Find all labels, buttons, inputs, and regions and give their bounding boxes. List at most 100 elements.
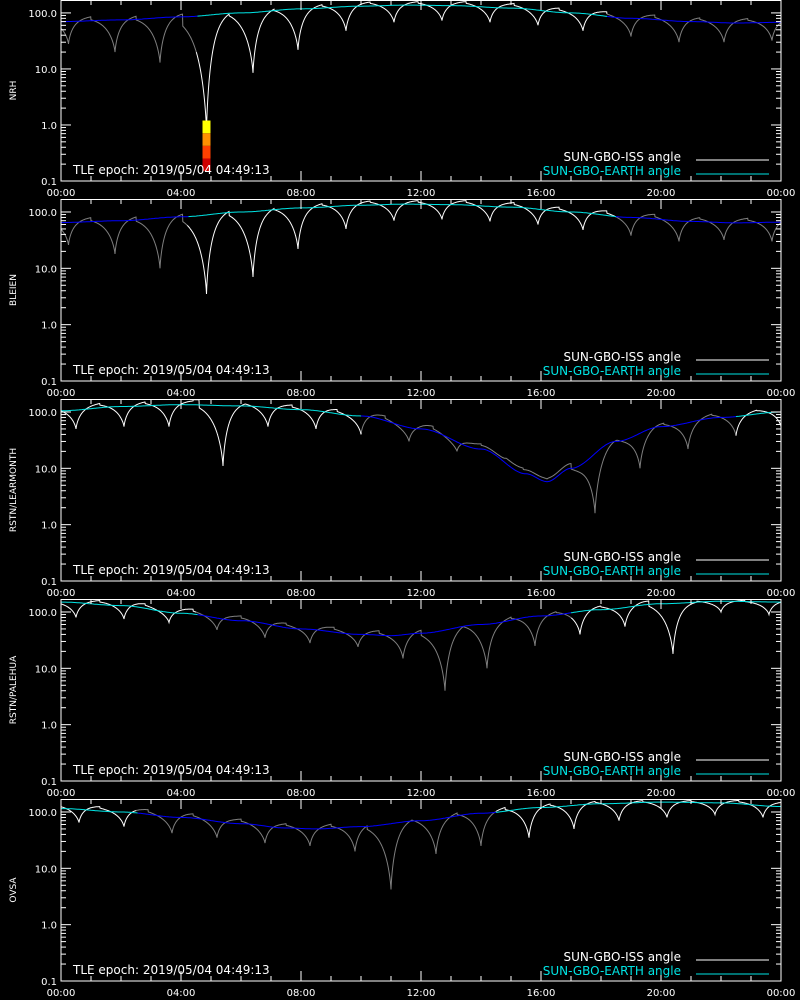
x-tick-label: 04:00 — [167, 788, 196, 799]
tle-epoch-text: TLE epoch: 2019/05/04 04:49:13 — [72, 563, 270, 577]
y-tick-label: 10.0 — [35, 264, 57, 275]
x-tick-label: 16:00 — [527, 388, 556, 399]
y-axis-label: OVSA — [9, 877, 19, 903]
y-tick-label: 0.1 — [41, 777, 57, 788]
iss-angle-series — [61, 799, 781, 890]
legend-iss-label: SUN-GBO-ISS angle — [564, 150, 681, 164]
x-tick-label: 00:00 — [47, 388, 76, 399]
iss-angle-line — [136, 809, 497, 890]
x-tick-label: 00:00 — [767, 388, 796, 399]
x-tick-label: 20:00 — [647, 788, 676, 799]
x-tick-label: 12:00 — [407, 988, 436, 999]
y-tick-label: 100.0 — [28, 408, 57, 419]
legend-earth-label: SUN-GBO-EARTH angle — [543, 564, 681, 578]
panel-rstn-learmonth: 0.1 1.0 10.0 100.0 00:00 04:00 08:00 12:00 16:00… — [9, 399, 795, 599]
earth-angle-line — [606, 15, 781, 24]
iss-angle-line — [735, 409, 781, 436]
earth-angle-line — [197, 612, 572, 637]
earth-angle-series — [61, 600, 781, 637]
iss-angle-line — [606, 13, 781, 43]
legend-earth-label: SUN-GBO-EARTH angle — [543, 764, 681, 778]
x-tick-label: 00:00 — [47, 188, 76, 199]
x-tick-label: 00:00 — [47, 788, 76, 799]
y-tick-label: 0.1 — [41, 977, 57, 988]
iss-angle-line — [496, 799, 781, 838]
earth-angle-series — [61, 4, 781, 24]
y-tick-label: 1.0 — [41, 721, 57, 732]
x-tick-label: 12:00 — [407, 388, 436, 399]
panel-nrh: 0.1 1.0 10.0 100.0 00:00 04:00 08:00 12:00 16:00… — [9, 0, 795, 199]
tle-epoch-text: TLE epoch: 2019/05/04 04:49:13 — [72, 163, 270, 177]
flare-marker-segment — [202, 133, 211, 146]
y-axis-label: NRH — [9, 81, 19, 101]
iss-angle-line — [186, 200, 617, 295]
x-tick-label: 04:00 — [167, 188, 196, 199]
tle-epoch-text: TLE epoch: 2019/05/04 04:49:13 — [72, 963, 270, 977]
iss-angle-line — [61, 806, 137, 827]
earth-angle-line — [495, 801, 781, 813]
x-tick-label: 20:00 — [647, 988, 676, 999]
tle-epoch-text: TLE epoch: 2019/05/04 04:49:13 — [72, 763, 270, 777]
earth-angle-line — [61, 404, 362, 417]
earth-angle-line — [61, 601, 198, 616]
flare-marker-segment — [202, 145, 211, 159]
x-tick-label: 20:00 — [647, 188, 676, 199]
x-tick-label: 08:00 — [287, 388, 316, 399]
x-tick-label: 00:00 — [47, 988, 76, 999]
iss-angle-line — [360, 413, 737, 514]
y-tick-label: 100.0 — [28, 608, 57, 619]
x-tick-label: 16:00 — [527, 788, 556, 799]
panel-rstn-palehua: 0.1 1.0 10.0 100.0 00:00 04:00 08:00 12:00 16:00… — [9, 599, 795, 799]
y-tick-label: 100.0 — [28, 9, 57, 20]
x-tick-label: 12:00 — [407, 788, 436, 799]
iss-angle-series — [61, 399, 781, 514]
x-tick-label: 12:00 — [407, 588, 436, 599]
y-axis-label: BLEIEN — [9, 274, 19, 306]
x-tick-label: 08:00 — [287, 188, 316, 199]
iss-angle-line — [196, 611, 572, 691]
x-tick-label: 08:00 — [287, 988, 316, 999]
legend-iss-label: SUN-GBO-ISS angle — [564, 750, 681, 764]
iss-angle-line — [615, 213, 781, 242]
legend-iss-label: SUN-GBO-ISS angle — [564, 950, 681, 964]
earth-angle-series — [61, 404, 781, 483]
x-tick-label: 20:00 — [647, 588, 676, 599]
flare-marker-segment — [202, 158, 211, 172]
x-tick-label: 08:00 — [287, 788, 316, 799]
earth-angle-series — [61, 203, 781, 224]
y-tick-label: 100.0 — [28, 208, 57, 219]
y-tick-label: 0.1 — [41, 177, 57, 188]
y-axis-label: RSTN/LEARMONTH — [9, 448, 19, 532]
x-tick-label: 16:00 — [527, 988, 556, 999]
earth-angle-line — [570, 600, 781, 614]
y-tick-label: 1.0 — [41, 521, 57, 532]
panel-ovsa: 0.1 1.0 10.0 100.0 00:00 04:00 08:00 12:00 16:00… — [9, 799, 795, 999]
y-tick-label: 0.1 — [41, 377, 57, 388]
y-tick-label: 0.1 — [41, 577, 57, 588]
earth-angle-line — [61, 216, 189, 223]
iss-angle-line — [61, 599, 197, 625]
legend-earth-label: SUN-GBO-EARTH angle — [543, 964, 681, 978]
y-tick-label: 10.0 — [35, 664, 57, 675]
iss-angle-line — [570, 599, 781, 654]
earth-angle-line — [615, 216, 781, 224]
y-tick-label: 10.0 — [35, 864, 57, 875]
x-tick-label: 00:00 — [767, 988, 796, 999]
x-tick-label: 16:00 — [527, 588, 556, 599]
x-tick-label: 12:00 — [407, 188, 436, 199]
iss-angle-line — [61, 213, 188, 269]
earth-angle-series — [61, 801, 781, 830]
earth-angle-line — [188, 203, 617, 218]
y-tick-label: 10.0 — [35, 464, 57, 475]
y-axis-label: RSTN/PALEHUA — [9, 655, 19, 724]
iss-angle-series — [61, 200, 781, 295]
x-tick-label: 04:00 — [167, 988, 196, 999]
x-tick-label: 00:00 — [767, 588, 796, 599]
y-tick-label: 10.0 — [35, 65, 57, 76]
iss-angle-line — [195, 1, 608, 131]
y-tick-label: 100.0 — [28, 808, 57, 819]
iss-angle-series — [61, 599, 781, 691]
earth-angle-line — [361, 415, 737, 483]
x-tick-label: 16:00 — [527, 188, 556, 199]
x-tick-label: 00:00 — [767, 788, 796, 799]
